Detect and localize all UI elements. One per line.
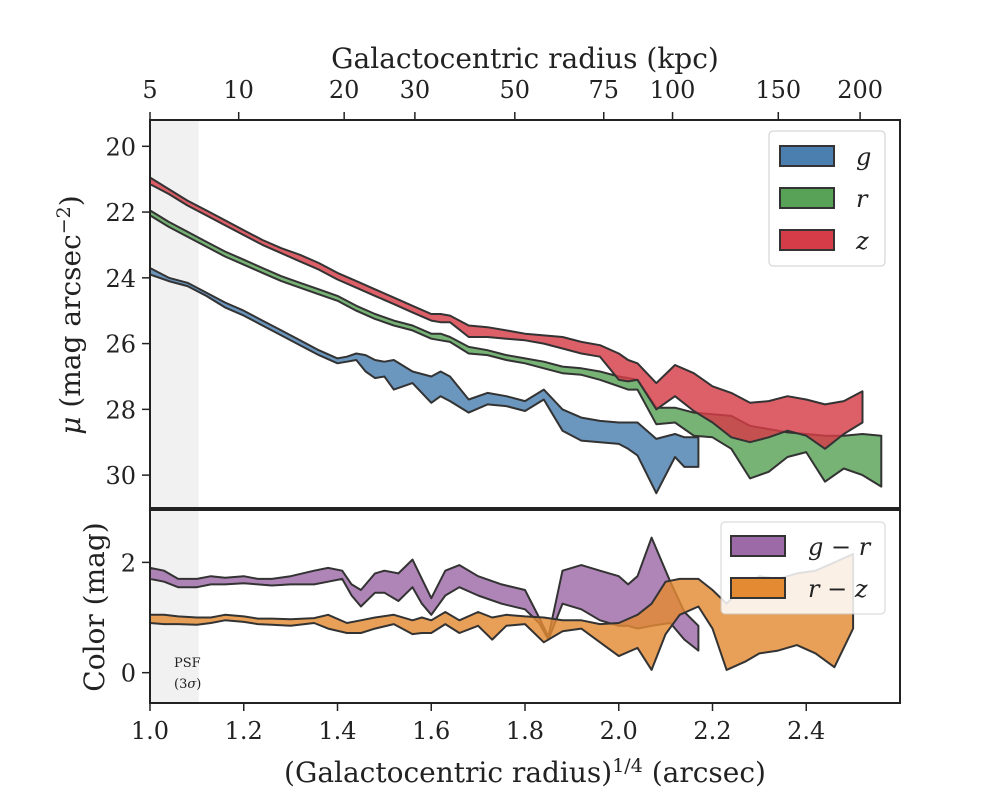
x-tick-label: 1.0 <box>131 717 169 745</box>
profile-y-tick-label: 28 <box>105 396 136 424</box>
color-y-axis-label: Color (mag) <box>78 522 111 691</box>
profile-bands <box>149 176 883 495</box>
x-tick-label: 2.0 <box>600 717 638 745</box>
top-x-tick-label: 10 <box>223 76 254 104</box>
color-bands <box>149 536 855 671</box>
top-x-tick-label: 30 <box>400 76 431 104</box>
legend-label-r: r <box>856 185 869 213</box>
x-tick-label: 1.8 <box>506 717 544 745</box>
legend-label-r-z: r − z <box>808 575 868 603</box>
x-tick-label: 2.2 <box>693 717 731 745</box>
axis-ticks: 20 22 24 26 28 30 0 2 1.0 1.2 1.4 1.6 1.8 2.0 2.2 2.4 5 1… <box>105 76 883 745</box>
top-x-tick-label: 100 <box>650 76 696 104</box>
profile-legend: g r z <box>768 130 886 267</box>
top-x-axis-label: Galactocentric radius (kpc) <box>331 42 719 75</box>
psf-shade-color <box>150 510 199 703</box>
band-g <box>149 267 700 495</box>
x-tick-label: 1.4 <box>318 717 356 745</box>
top-x-tick-label: 200 <box>837 76 883 104</box>
legend-swatch-z <box>779 229 835 251</box>
legend-label-g: g <box>856 143 871 171</box>
band-z <box>149 176 864 450</box>
band-g-minus-r <box>149 536 700 652</box>
legend-label-z: z <box>855 227 869 255</box>
band-r-minus-z <box>149 553 855 671</box>
profile-y-axis-label: μ (mag arcsec−2) <box>53 195 87 434</box>
profile-y-tick-label: 20 <box>105 133 136 161</box>
legend-swatch-r-z <box>730 577 786 599</box>
x-tick-label: 1.6 <box>412 717 450 745</box>
top-x-tick-label: 75 <box>588 76 619 104</box>
color-y-tick-label: 0 <box>121 660 136 688</box>
color-legend: g − r r − z <box>720 521 886 615</box>
top-x-tick-label: 150 <box>755 76 801 104</box>
profile-y-tick-label: 30 <box>105 462 136 490</box>
x-tick-label: 2.4 <box>787 717 825 745</box>
top-x-tick-label: 50 <box>500 76 531 104</box>
psf-label: PSF <box>174 656 201 671</box>
band-r <box>149 209 883 488</box>
top-x-tick-label: 20 <box>329 76 360 104</box>
bottom-x-axis-label: (Galactocentric radius)1/4 (arcsec) <box>284 755 766 789</box>
profile-y-tick-label: 22 <box>105 199 136 227</box>
top-x-tick-label: 5 <box>142 76 157 104</box>
color-y-tick-label: 2 <box>121 549 136 577</box>
x-tick-label: 1.2 <box>225 717 263 745</box>
psf-label-sigma: (3σ) <box>174 677 201 692</box>
legend-swatch-g <box>779 145 835 167</box>
legend-label-g-r: g − r <box>808 533 872 561</box>
profile-y-tick-label: 26 <box>105 331 136 359</box>
legend-swatch-r <box>779 187 835 209</box>
profile-y-tick-label: 24 <box>105 265 136 293</box>
legend-swatch-g-r <box>730 535 786 557</box>
profile-axes-frame <box>149 119 901 509</box>
psf-shade-profile <box>150 120 199 508</box>
